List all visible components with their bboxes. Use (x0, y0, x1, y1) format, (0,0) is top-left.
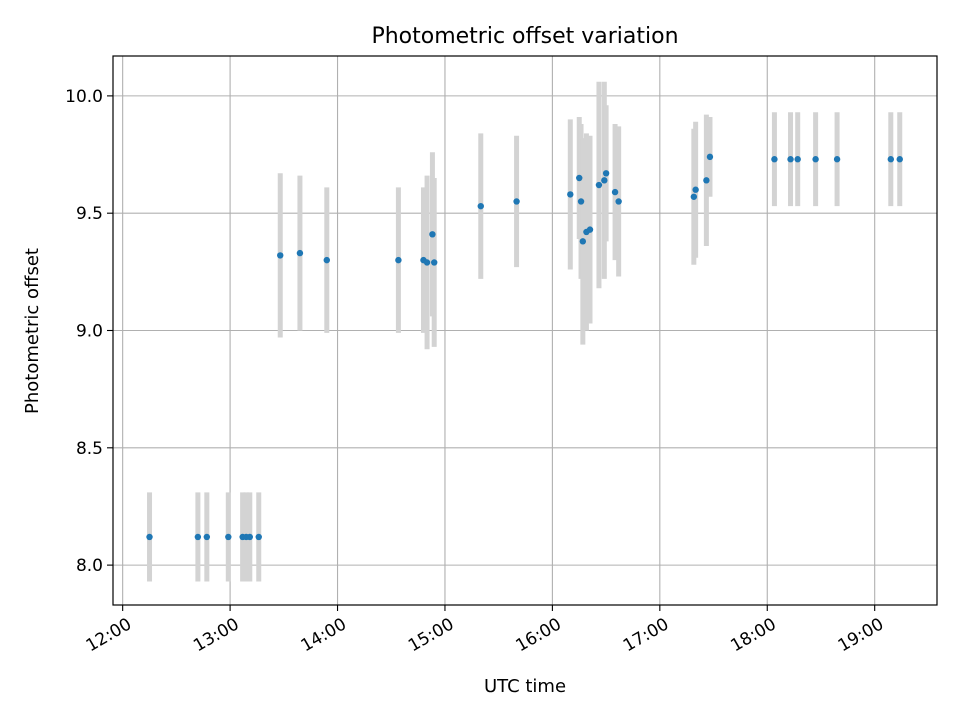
y-axis-label: Photometric offset (22, 248, 43, 414)
data-point (146, 533, 153, 541)
data-point (812, 156, 819, 163)
data-point (296, 249, 304, 257)
data-point (203, 533, 211, 541)
y-tick-label: 9.5 (76, 204, 103, 224)
x-tick-label: 14:00 (298, 614, 350, 656)
x-tick-label: 17:00 (620, 614, 672, 656)
data-point (323, 256, 330, 264)
data-point (794, 156, 801, 163)
data-point (225, 533, 232, 541)
data-point (615, 198, 622, 205)
data-point (246, 533, 253, 541)
data-point (277, 252, 284, 259)
x-tick-label: 16:00 (512, 614, 564, 656)
data-point (692, 186, 699, 193)
data-point (579, 238, 587, 245)
data-point (706, 153, 714, 161)
data-point (787, 156, 794, 163)
data-point (601, 177, 608, 184)
data-point (255, 533, 262, 541)
y-tick-label: 9.0 (76, 322, 103, 342)
data-point (576, 174, 583, 182)
y-tick-label: 8.0 (76, 556, 103, 576)
x-tick-label: 19:00 (835, 614, 887, 656)
data-point (833, 156, 841, 163)
data-point (429, 231, 436, 238)
x-tick-label: 15:00 (405, 614, 457, 656)
grid-lines (113, 56, 937, 605)
data-point (602, 170, 610, 177)
data-point (887, 156, 895, 163)
x-tick-label: 18:00 (727, 614, 779, 656)
x-axis-label: UTC time (484, 676, 566, 697)
data-point (395, 256, 402, 264)
data-point (423, 259, 431, 266)
y-tick-label: 8.5 (76, 439, 103, 459)
data-point (194, 533, 202, 541)
data-point (771, 156, 778, 163)
data-point (690, 193, 698, 200)
data-point (611, 188, 619, 196)
data-point (577, 198, 585, 205)
data-point (431, 259, 438, 266)
chart-title: Photometric offset variation (371, 24, 678, 49)
error-bars (147, 81, 903, 582)
data-point (513, 198, 520, 205)
data-point (595, 181, 603, 189)
y-tick-label: 10.0 (65, 87, 103, 107)
data-point (896, 156, 903, 163)
data-points (146, 153, 903, 541)
x-tick-label: 13:00 (190, 614, 242, 656)
x-tick-label: 12:00 (83, 614, 135, 656)
data-point (703, 177, 710, 184)
data-point (586, 226, 594, 233)
data-point (477, 202, 484, 210)
axis-ticks: 12:00 13:00 14:00 15:00 16:00 17:00 18:00 19:00… (65, 87, 887, 656)
data-point (567, 191, 574, 198)
